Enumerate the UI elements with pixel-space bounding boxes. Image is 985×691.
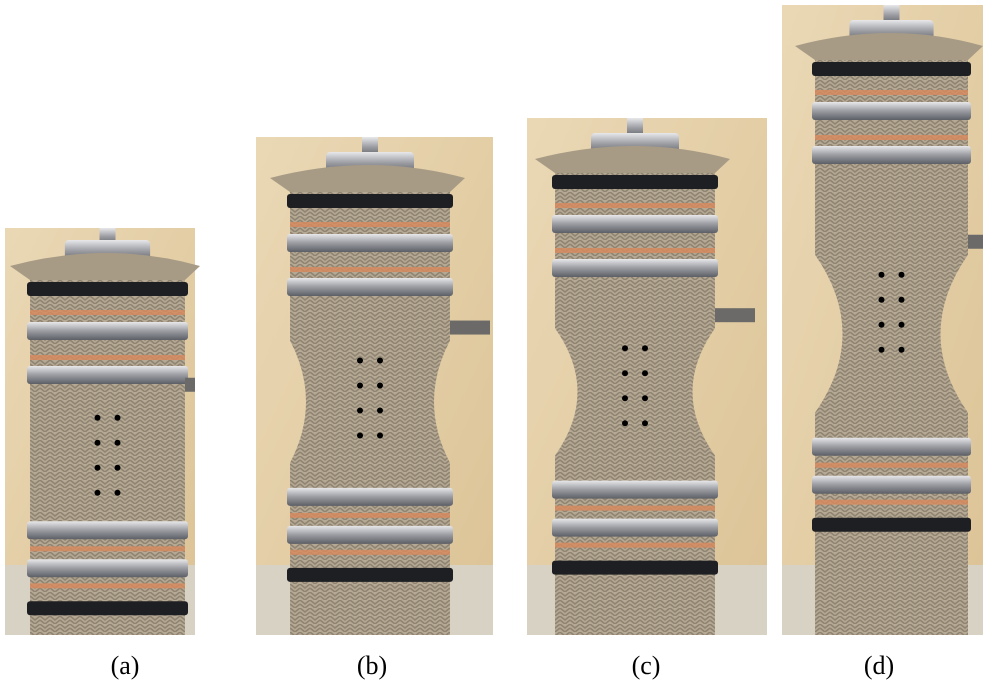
black-clamp bbox=[287, 568, 453, 582]
photo bbox=[5, 228, 200, 635]
panel-caption: (b) bbox=[357, 651, 387, 680]
marker-dot bbox=[357, 358, 363, 364]
hose-clamp bbox=[552, 259, 718, 277]
black-clamp bbox=[552, 561, 718, 575]
panel-caption: (a) bbox=[111, 651, 140, 680]
figure: (a) (b) (c) (d) bbox=[0, 0, 985, 691]
marker-dot bbox=[377, 358, 383, 364]
photo bbox=[256, 137, 493, 635]
marker-dot bbox=[115, 415, 121, 421]
orange-yarn bbox=[555, 203, 715, 208]
orange-yarn bbox=[555, 543, 715, 548]
hose-clamp bbox=[287, 234, 453, 252]
black-clamp bbox=[27, 282, 188, 296]
marker-dot bbox=[95, 490, 101, 496]
marker-dot bbox=[377, 433, 383, 439]
marker-dot bbox=[622, 395, 628, 401]
orange-yarn bbox=[290, 513, 450, 518]
marker-dot bbox=[642, 370, 648, 376]
hose-clamp bbox=[812, 476, 971, 494]
marker-dot bbox=[899, 272, 905, 278]
marker-dot bbox=[622, 420, 628, 426]
panel-caption: (c) bbox=[632, 651, 661, 680]
black-clamp bbox=[812, 62, 971, 76]
orange-yarn bbox=[30, 355, 185, 360]
orange-yarn bbox=[290, 222, 450, 227]
hose-clamp bbox=[27, 559, 188, 577]
marker-dot bbox=[95, 440, 101, 446]
marker-dot bbox=[899, 347, 905, 353]
marker-dot bbox=[622, 345, 628, 351]
panel-caption: (d) bbox=[864, 651, 894, 680]
orange-yarn bbox=[815, 135, 968, 140]
orange-yarn bbox=[815, 463, 968, 468]
orange-yarn bbox=[30, 546, 185, 551]
black-clamp bbox=[287, 194, 453, 208]
hose-clamp bbox=[812, 438, 971, 456]
orange-yarn bbox=[290, 267, 450, 272]
hose-clamp bbox=[287, 526, 453, 544]
hose-clamp bbox=[552, 481, 718, 499]
marker-dot bbox=[115, 440, 121, 446]
orange-yarn bbox=[555, 248, 715, 253]
hose-clamp bbox=[287, 278, 453, 296]
marker-dot bbox=[879, 297, 885, 303]
marker-dot bbox=[642, 420, 648, 426]
marker-dot bbox=[115, 465, 121, 471]
marker-dot bbox=[642, 395, 648, 401]
marker-dot bbox=[879, 322, 885, 328]
hose-clamp bbox=[27, 521, 188, 539]
metal-strap bbox=[450, 321, 490, 335]
marker-dot bbox=[879, 272, 885, 278]
orange-yarn bbox=[555, 506, 715, 511]
marker-dot bbox=[622, 370, 628, 376]
marker-dot bbox=[899, 322, 905, 328]
marker-dot bbox=[95, 415, 101, 421]
orange-yarn bbox=[30, 310, 185, 315]
black-clamp bbox=[552, 175, 718, 189]
marker-dot bbox=[642, 345, 648, 351]
marker-dot bbox=[357, 383, 363, 389]
hose-clamp bbox=[27, 366, 188, 384]
orange-yarn bbox=[30, 583, 185, 588]
hose-clamp bbox=[287, 488, 453, 506]
hose-clamp bbox=[812, 102, 971, 120]
hose-clamp bbox=[552, 215, 718, 233]
photo bbox=[527, 118, 767, 635]
metal-strap bbox=[185, 378, 195, 392]
metal-strap bbox=[968, 235, 983, 249]
hose-clamp bbox=[27, 322, 188, 340]
metal-strap bbox=[715, 308, 755, 322]
black-clamp bbox=[27, 601, 188, 615]
marker-dot bbox=[115, 490, 121, 496]
marker-dot bbox=[377, 408, 383, 414]
marker-dot bbox=[879, 347, 885, 353]
hose-clamp bbox=[812, 146, 971, 164]
marker-dot bbox=[95, 465, 101, 471]
photo bbox=[782, 5, 983, 635]
orange-yarn bbox=[815, 90, 968, 95]
marker-dot bbox=[899, 297, 905, 303]
orange-yarn bbox=[815, 500, 968, 505]
marker-dot bbox=[357, 408, 363, 414]
orange-yarn bbox=[290, 550, 450, 555]
marker-dot bbox=[357, 433, 363, 439]
black-clamp bbox=[812, 518, 971, 532]
marker-dot bbox=[377, 383, 383, 389]
hose-clamp bbox=[552, 519, 718, 537]
